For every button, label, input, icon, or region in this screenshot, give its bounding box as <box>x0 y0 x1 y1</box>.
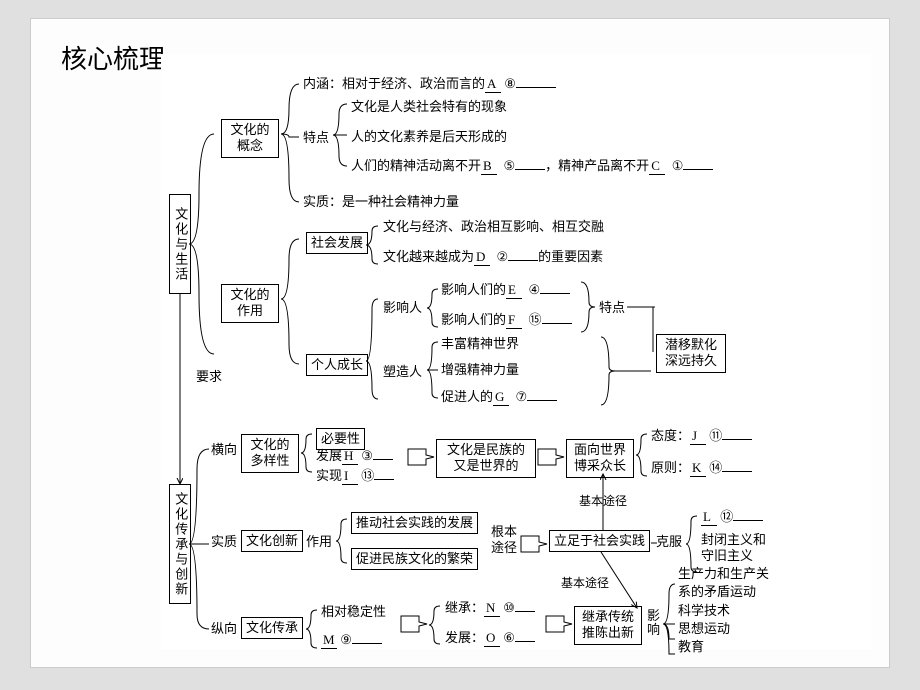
social-l1: 文化与经济、政治相互影响、相互交融 <box>383 219 604 235</box>
node-culture-role: 文化的 作用 <box>221 284 279 323</box>
node-culture-concept: 文化的 概念 <box>221 119 279 158</box>
szr-l2: 增强精神力量 <box>441 362 519 378</box>
node-culture-innovate: 文化创新 <box>241 530 303 552</box>
node-culture-inherit: 文化传承 <box>241 617 303 639</box>
yx-l2: 科学技术 <box>678 603 730 619</box>
social-l2: 文化越来越成为D ②的重要因素 <box>383 249 603 266</box>
link-yaoqiu: 要求 <box>196 369 222 385</box>
node-diversity: 文化的 多样性 <box>241 434 299 473</box>
line-connotation: 内涵：相对于经济、政治而言的A ⑧ <box>303 76 556 93</box>
yx-l1b: 系的矛盾运动 <box>678 584 756 600</box>
kefu-l: L ⑫ <box>701 509 763 526</box>
yx-l4: 教育 <box>678 639 704 655</box>
root-culture-life: 文化与生活 <box>169 194 191 294</box>
node-personal-growth: 个人成长 <box>306 354 368 376</box>
label-shizhi: 实质 <box>211 534 237 550</box>
dev-l2: 实现I ⑬ <box>316 468 394 485</box>
node-social-practice: 立足于社会实践 <box>549 530 650 552</box>
root-culture-inherit: 文化传承与创新 <box>169 484 191 604</box>
tedian-l2: 人的文化素养是后天形成的 <box>351 129 507 145</box>
label-yingxiang: 影 响 <box>647 609 660 638</box>
yx-l1: 生产力和生产关 <box>678 566 769 582</box>
node-minzu-shijie: 文化是民族的 又是世界的 <box>436 439 536 478</box>
jicheng: 继承：N ⑩ <box>445 600 535 617</box>
node-face-world: 面向世界 博采众长 <box>566 439 634 478</box>
node-necessity: 必要性 <box>316 428 365 450</box>
inherit-l2: M ⑨ <box>321 632 382 649</box>
node-promote-prosper: 促进民族文化的繁荣 <box>351 548 478 570</box>
kefu-t: 封闭主义和 守旧主义 <box>701 532 766 565</box>
concept-diagram: 文化与生活 文化传承与创新 要求 文化的 概念 内涵：相对于经济、政治而言的A … <box>161 54 871 649</box>
label-zong: 纵向 <box>211 621 237 637</box>
tedian-l3: 人们的精神活动离不开B ⑤，精神产品离不开C ① <box>351 158 713 175</box>
line-shizhi: 实质：是一种社会精神力量 <box>303 194 459 210</box>
label-suzaoren: 塑造人 <box>383 364 422 380</box>
principle: 原则：K ⑭ <box>651 460 752 477</box>
tedian-l1: 文化是人类社会特有的现象 <box>351 99 507 115</box>
node-social-dev: 社会发展 <box>306 232 368 254</box>
label-genben: 根本 途径 <box>491 524 517 557</box>
page-title: 核心梳理 <box>61 39 165 76</box>
szr-l1: 丰富精神世界 <box>441 336 519 352</box>
yxr-l1: 影响人们的E ④ <box>441 282 570 299</box>
fazhan: 发展：O ⑥ <box>445 630 535 647</box>
label-tedian2: 特点 <box>599 300 625 316</box>
node-inherit-innovate: 继承传统 推陈出新 <box>574 606 642 645</box>
dev-l1: 发展H ③ <box>316 448 393 465</box>
inherit-l1: 相对稳定性 <box>321 604 386 620</box>
node-push-practice: 推动社会实践的发展 <box>351 512 478 534</box>
yx-l3: 思想运动 <box>678 621 730 637</box>
label-yingxiangren: 影响人 <box>383 300 422 316</box>
szr-l3: 促进人的G ⑦ <box>441 389 557 406</box>
attitude: 态度：J ⑪ <box>651 428 752 445</box>
label-tedian: 特点 <box>303 130 329 146</box>
yxr-l2: 影响人们的F ⑮ <box>441 312 572 329</box>
label-heng: 横向 <box>211 442 237 458</box>
label-zuoyong: 作用 <box>306 534 332 550</box>
node-tedian-value: 潜移默化 深远持久 <box>656 334 726 373</box>
